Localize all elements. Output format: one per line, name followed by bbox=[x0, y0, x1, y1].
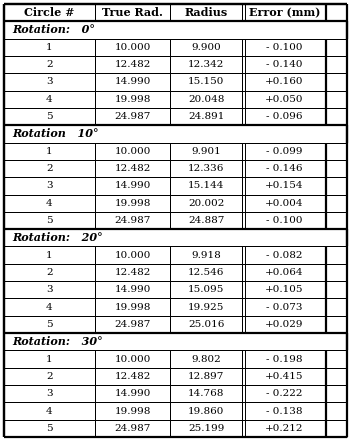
Text: 9.901: 9.901 bbox=[192, 147, 221, 156]
Text: Rotation:   30°: Rotation: 30° bbox=[12, 336, 103, 347]
Text: +0.415: +0.415 bbox=[265, 372, 304, 381]
Text: +0.050: +0.050 bbox=[265, 95, 304, 104]
Text: 4: 4 bbox=[46, 95, 53, 104]
Text: 4: 4 bbox=[46, 303, 53, 312]
Text: 10.000: 10.000 bbox=[114, 43, 151, 52]
Text: True Rad.: True Rad. bbox=[102, 7, 163, 18]
Text: 15.150: 15.150 bbox=[188, 78, 225, 86]
Text: Rotation:   20°: Rotation: 20° bbox=[12, 232, 103, 243]
Text: 12.482: 12.482 bbox=[114, 164, 151, 173]
Text: Rotation   10°: Rotation 10° bbox=[12, 128, 99, 139]
Text: 25.199: 25.199 bbox=[188, 424, 225, 433]
Text: 19.860: 19.860 bbox=[188, 407, 225, 415]
Text: - 0.096: - 0.096 bbox=[266, 112, 303, 121]
Text: - 0.146: - 0.146 bbox=[266, 164, 303, 173]
Text: 10.000: 10.000 bbox=[114, 250, 151, 260]
Text: 2: 2 bbox=[46, 60, 53, 69]
Text: 25.016: 25.016 bbox=[188, 320, 225, 329]
Text: - 0.140: - 0.140 bbox=[266, 60, 303, 69]
Text: 4: 4 bbox=[46, 407, 53, 415]
Text: 1: 1 bbox=[46, 250, 53, 260]
Text: 1: 1 bbox=[46, 43, 53, 52]
Text: 9.918: 9.918 bbox=[192, 250, 221, 260]
Text: 20.002: 20.002 bbox=[188, 199, 225, 208]
Text: 12.482: 12.482 bbox=[114, 268, 151, 277]
Text: 24.987: 24.987 bbox=[114, 424, 151, 433]
Text: +0.029: +0.029 bbox=[265, 320, 304, 329]
Text: 12.482: 12.482 bbox=[114, 372, 151, 381]
Text: - 0.100: - 0.100 bbox=[266, 216, 303, 225]
Text: 12.482: 12.482 bbox=[114, 60, 151, 69]
Text: 19.998: 19.998 bbox=[114, 303, 151, 312]
Text: 12.546: 12.546 bbox=[188, 268, 225, 277]
Text: 2: 2 bbox=[46, 372, 53, 381]
Text: - 0.198: - 0.198 bbox=[266, 355, 303, 363]
Text: 19.998: 19.998 bbox=[114, 407, 151, 415]
Text: +0.212: +0.212 bbox=[265, 424, 304, 433]
Text: 3: 3 bbox=[46, 78, 53, 86]
Text: 9.900: 9.900 bbox=[192, 43, 221, 52]
Text: 5: 5 bbox=[46, 216, 53, 225]
Text: 2: 2 bbox=[46, 164, 53, 173]
Text: - 0.138: - 0.138 bbox=[266, 407, 303, 415]
Text: - 0.100: - 0.100 bbox=[266, 43, 303, 52]
Text: 19.925: 19.925 bbox=[188, 303, 225, 312]
Text: 1: 1 bbox=[46, 147, 53, 156]
Text: 19.998: 19.998 bbox=[114, 95, 151, 104]
Text: +0.105: +0.105 bbox=[265, 285, 304, 294]
Text: Circle #: Circle # bbox=[24, 7, 75, 18]
Text: 24.987: 24.987 bbox=[114, 112, 151, 121]
Text: 10.000: 10.000 bbox=[114, 147, 151, 156]
Text: 14.990: 14.990 bbox=[114, 181, 151, 191]
Text: 14.768: 14.768 bbox=[188, 389, 225, 398]
Text: 19.998: 19.998 bbox=[114, 199, 151, 208]
Text: 10.000: 10.000 bbox=[114, 355, 151, 363]
Text: 14.990: 14.990 bbox=[114, 389, 151, 398]
Text: Error (mm): Error (mm) bbox=[249, 7, 320, 18]
Text: +0.004: +0.004 bbox=[265, 199, 304, 208]
Text: - 0.073: - 0.073 bbox=[266, 303, 303, 312]
Text: +0.154: +0.154 bbox=[265, 181, 304, 191]
Text: 24.887: 24.887 bbox=[188, 216, 225, 225]
Text: 3: 3 bbox=[46, 181, 53, 191]
Text: +0.160: +0.160 bbox=[265, 78, 304, 86]
Text: 4: 4 bbox=[46, 199, 53, 208]
Text: 20.048: 20.048 bbox=[188, 95, 225, 104]
Text: 24.987: 24.987 bbox=[114, 320, 151, 329]
Text: 1: 1 bbox=[46, 355, 53, 363]
Text: Radius: Radius bbox=[185, 7, 228, 18]
Text: 5: 5 bbox=[46, 320, 53, 329]
Text: - 0.082: - 0.082 bbox=[266, 250, 303, 260]
Text: 5: 5 bbox=[46, 424, 53, 433]
Text: 15.095: 15.095 bbox=[188, 285, 225, 294]
Text: 2: 2 bbox=[46, 268, 53, 277]
Text: 3: 3 bbox=[46, 389, 53, 398]
Text: 14.990: 14.990 bbox=[114, 78, 151, 86]
Text: 24.987: 24.987 bbox=[114, 216, 151, 225]
Text: 5: 5 bbox=[46, 112, 53, 121]
Text: Rotation:   0°: Rotation: 0° bbox=[12, 25, 95, 35]
Text: 3: 3 bbox=[46, 285, 53, 294]
Text: +0.064: +0.064 bbox=[265, 268, 304, 277]
Text: 9.802: 9.802 bbox=[192, 355, 221, 363]
Text: 24.891: 24.891 bbox=[188, 112, 225, 121]
Text: 12.342: 12.342 bbox=[188, 60, 225, 69]
Text: 12.897: 12.897 bbox=[188, 372, 225, 381]
Text: 14.990: 14.990 bbox=[114, 285, 151, 294]
Text: - 0.099: - 0.099 bbox=[266, 147, 303, 156]
Text: - 0.222: - 0.222 bbox=[266, 389, 303, 398]
Text: 15.144: 15.144 bbox=[188, 181, 225, 191]
Text: 12.336: 12.336 bbox=[188, 164, 225, 173]
